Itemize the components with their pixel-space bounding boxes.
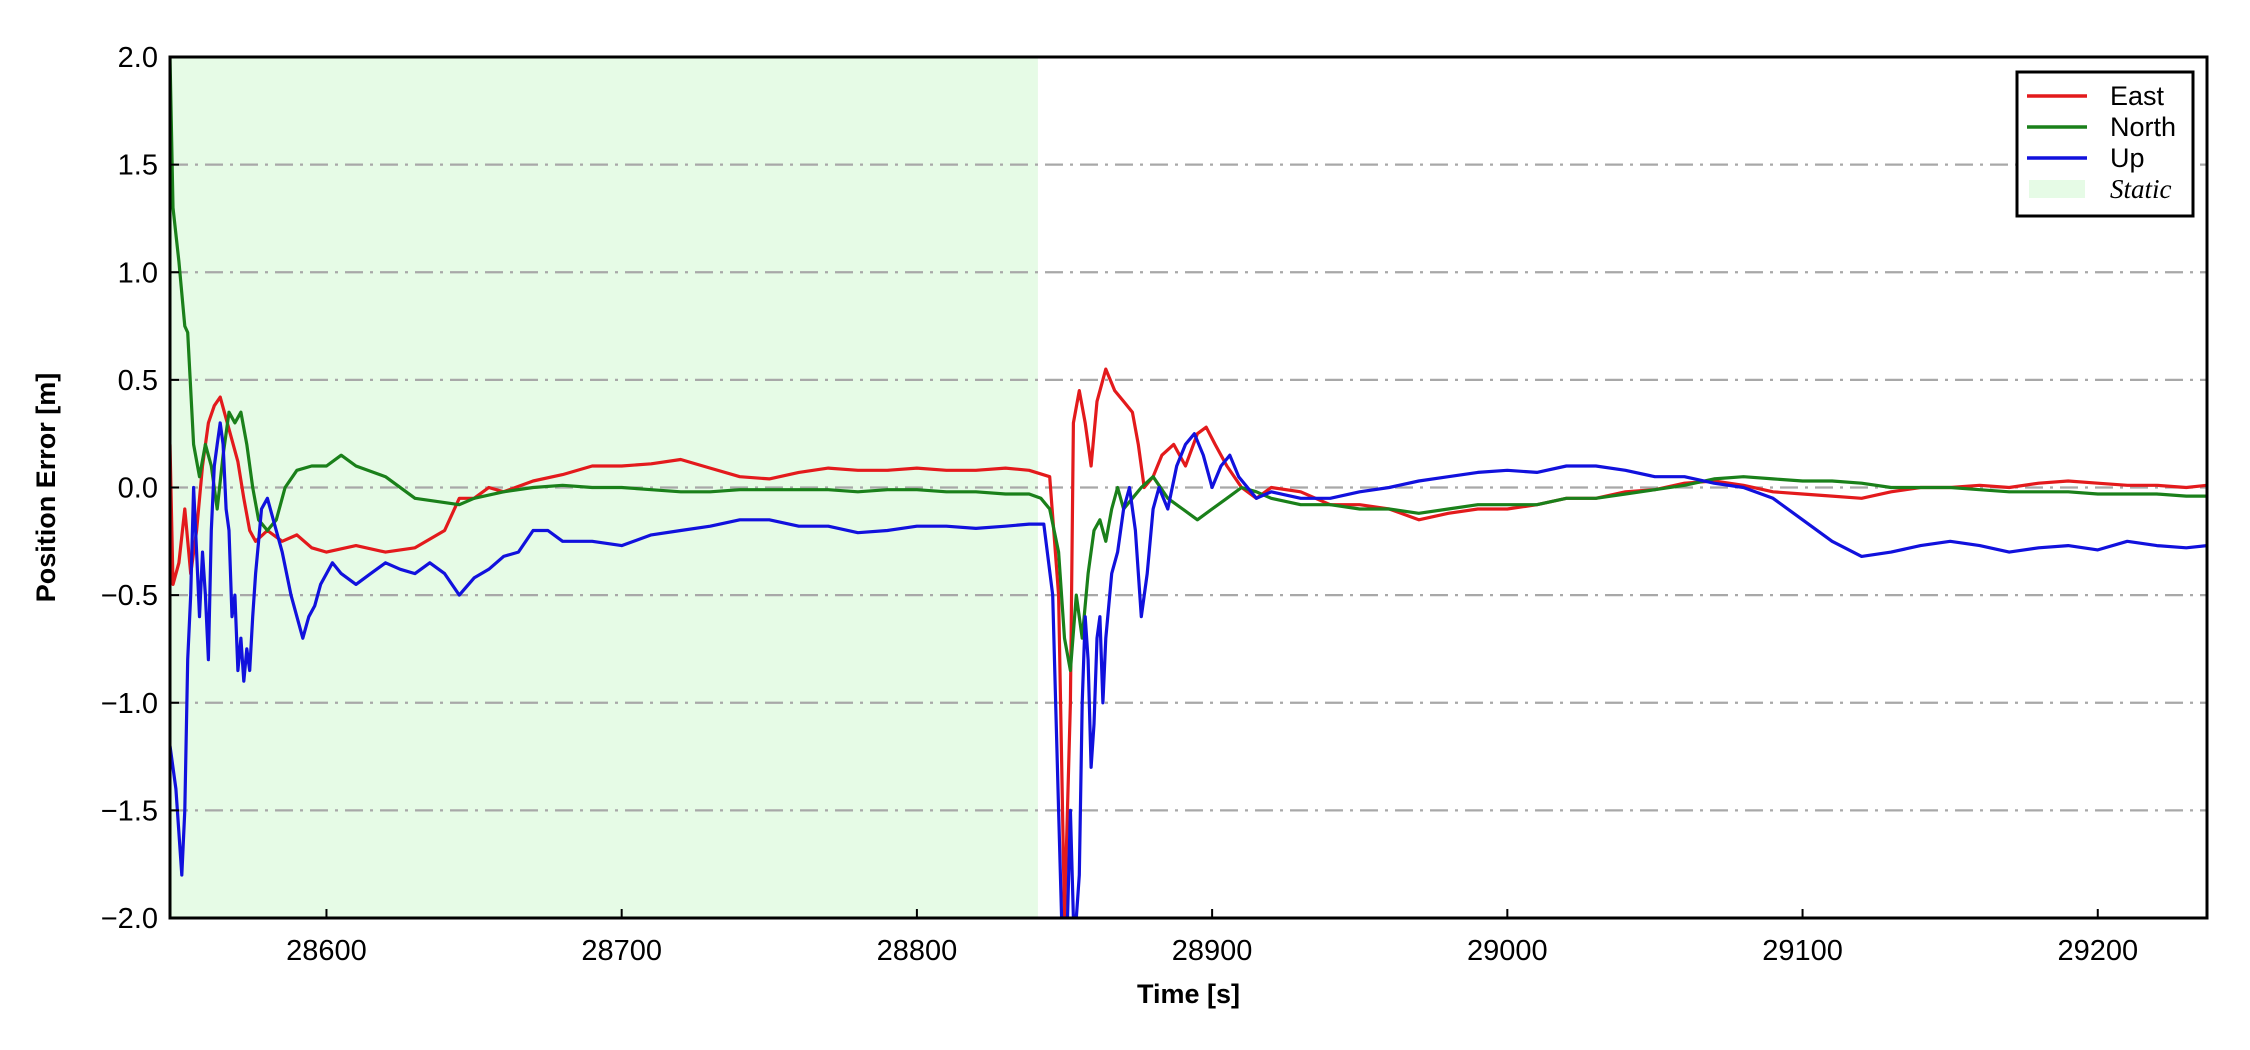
data-series xyxy=(170,57,2207,918)
y-tick-label: 0.0 xyxy=(118,473,158,505)
legend-label-north: North xyxy=(2110,112,2176,142)
y-axis-label: Position Error [m] xyxy=(31,373,61,603)
grid-lines xyxy=(170,163,2207,812)
series-line-north xyxy=(170,57,2207,673)
legend-swatch-static xyxy=(2029,180,2085,198)
x-tick-label: 29200 xyxy=(2057,935,2138,967)
x-tick-label: 29000 xyxy=(1467,935,1548,967)
y-tick-label: 0.5 xyxy=(118,365,158,397)
y-tick-label: −2.0 xyxy=(101,903,158,935)
x-tick-label: 28800 xyxy=(877,935,958,967)
y-tick-label: −1.0 xyxy=(101,688,158,720)
x-tick-label: 29100 xyxy=(1762,935,1843,967)
y-tick-label: −0.5 xyxy=(101,580,158,612)
y-tick-label: −1.5 xyxy=(101,795,158,827)
y-tick-label: 1.5 xyxy=(118,150,158,182)
x-tick-label: 28900 xyxy=(1172,935,1253,967)
x-axis: 28600 28700 28800 28900 29000 29100 29200 xyxy=(286,909,2138,967)
x-axis-label: Time [s] xyxy=(1137,979,1240,1009)
legend-label-up: Up xyxy=(2110,143,2145,173)
legend-label-east: East xyxy=(2110,81,2165,111)
y-tick-label: 2.0 xyxy=(118,42,158,74)
legend-label-static: Static xyxy=(2110,174,2172,204)
series-line-up xyxy=(170,421,2207,918)
x-tick-label: 28600 xyxy=(286,935,367,967)
x-tick-label: 28700 xyxy=(581,935,662,967)
y-axis: 2.0 1.5 1.0 0.5 0.0 −0.5 −1.0 −1.5 −2.0 xyxy=(101,42,179,935)
y-tick-label: 1.0 xyxy=(118,257,158,289)
